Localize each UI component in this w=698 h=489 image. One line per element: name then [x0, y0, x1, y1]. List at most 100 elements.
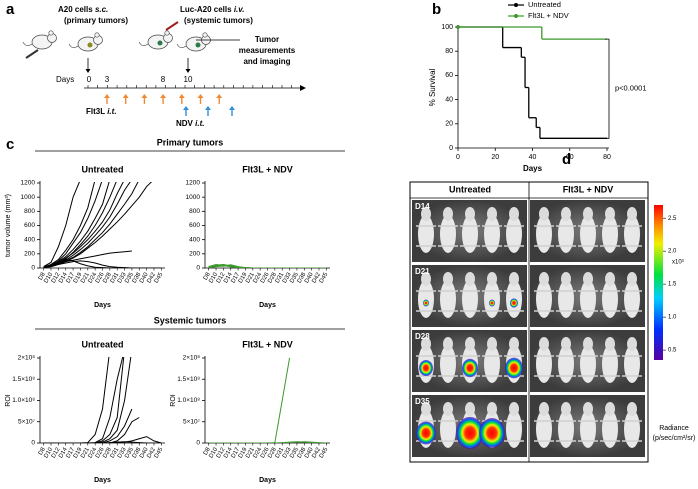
chart-title: Flt3L + NDV [242, 339, 293, 349]
x-tick-label: D12 [51, 446, 62, 459]
mouse-icons: 0 3 8 10 [22, 21, 293, 116]
injection-label: A20 cells s.c. [58, 5, 108, 14]
y-tick-label: 400 [24, 236, 35, 243]
y-tick-label: 0 [196, 265, 200, 272]
x-tick-label: D12 [216, 446, 227, 459]
x-tick-label: D28 [267, 271, 278, 284]
x-axis-label: Days [523, 164, 543, 173]
y-tick-label: 5×10⁷ [18, 418, 36, 425]
legend-marker [514, 14, 518, 18]
mouse-body [580, 215, 596, 253]
mouse-head [561, 337, 571, 351]
mouse-body [624, 345, 640, 383]
mouse-body [580, 410, 596, 448]
x-tick-label: D31 [110, 446, 121, 459]
x-tick-label: D35 [289, 446, 300, 459]
mouse-body [506, 215, 522, 253]
mouse-body [602, 215, 618, 253]
tumor-growth-line [208, 441, 327, 443]
treatment-arrow-head [178, 94, 185, 98]
x-tick-label: D35 [124, 446, 135, 459]
x-tick-label: D33 [117, 271, 128, 284]
legend-label: Untreated [528, 0, 561, 9]
tumor-site [157, 40, 163, 46]
panel-label: a [6, 1, 15, 18]
tumor-growth-line [43, 436, 162, 443]
significance-bracket [605, 38, 610, 139]
schematic: A20 cells s.c. (primary tumors) Luc-A20 … [22, 5, 306, 128]
colorbar-label: Radiance [659, 425, 689, 432]
y-tick-label: 200 [24, 251, 35, 258]
syringe [25, 49, 39, 59]
axis [204, 181, 330, 269]
mouse-body [602, 345, 618, 383]
mouse-body [440, 215, 456, 253]
mouse-head [539, 337, 549, 351]
y-tick-label: 60 [445, 72, 453, 79]
tumor-growth-line [43, 182, 153, 268]
y-tick-label: 2×10⁸ [183, 355, 201, 362]
mouse-tail [68, 43, 79, 48]
mouse-head [583, 272, 593, 286]
y-tick-label: 2×10⁸ [18, 355, 36, 362]
tumor-growth-line [43, 182, 103, 268]
y-tick-label: 100 [441, 24, 453, 31]
bioluminescence [479, 418, 505, 448]
mouse-head [509, 207, 519, 221]
imaging-panel: Untreated Flt3L + NDV x10³ Radiance (p/s… [409, 181, 695, 463]
treatment-arrow-head [160, 94, 167, 98]
x-tick-label: D21 [80, 446, 91, 459]
x-tick-label: 60 [566, 154, 574, 161]
treatment-arrow-head [216, 94, 223, 98]
panel-label: c [6, 136, 14, 153]
bioluminescence [510, 298, 518, 308]
mouse-body [484, 215, 500, 253]
x-tick-label: D38 [132, 446, 143, 459]
y-tick-label: 0 [449, 145, 453, 152]
x-tick-label: D24 [88, 271, 99, 284]
x-tick-label: D31 [275, 446, 286, 459]
colorbar-tick-label: 1.0 [668, 315, 677, 321]
y-tick-label: 800 [24, 208, 35, 215]
mouse-body [440, 280, 456, 318]
injection-note: (primary tumors) [64, 16, 128, 25]
x-tick-label: D8 [203, 446, 212, 456]
mouse-body [558, 215, 574, 253]
x-axis-label: Days [94, 302, 111, 309]
agent: Flt3L [86, 107, 105, 116]
y-tick-label: 1000 [21, 194, 36, 201]
mouse-head [443, 402, 453, 416]
mouse-head [539, 207, 549, 221]
colorbar-tick-label: 2.5 [668, 216, 677, 222]
mouse-head [421, 337, 431, 351]
tumor-growth-line [43, 182, 96, 268]
y-tick-label: 40 [445, 96, 453, 103]
mouse-head [443, 272, 453, 286]
bioluminescence [416, 421, 436, 445]
legend-label: Flt3L + NDV [528, 11, 569, 20]
section-title: Primary tumors [157, 137, 224, 147]
bioluminescence [419, 359, 433, 377]
x-tick-label: D19 [73, 446, 84, 459]
cells: Luc-A20 cells [180, 5, 232, 14]
readout: Tumor [255, 35, 279, 44]
tumor-growth-line [43, 258, 162, 268]
tumor-growth-line [208, 264, 327, 268]
row-label: D35 [415, 397, 430, 406]
y-tick-label: 0 [31, 440, 35, 447]
axis [204, 356, 330, 444]
mouse-body [558, 410, 574, 448]
x-tick-label: D17 [65, 271, 76, 284]
mouse-ear [48, 30, 54, 36]
mouse-head [583, 402, 593, 416]
x-tick-label: D38 [132, 271, 143, 284]
treatment-arrow-head [122, 94, 129, 98]
tumor-growth-line [43, 417, 140, 443]
x-tick-label: D38 [297, 446, 308, 459]
day-label: 0 [87, 75, 92, 84]
y-axis-label: ROI [170, 394, 177, 407]
bioluminescence [456, 416, 484, 450]
y-tick-label: 0 [31, 265, 35, 272]
mouse-head [539, 402, 549, 416]
treatment-label: Flt3L i.t. [86, 107, 117, 116]
